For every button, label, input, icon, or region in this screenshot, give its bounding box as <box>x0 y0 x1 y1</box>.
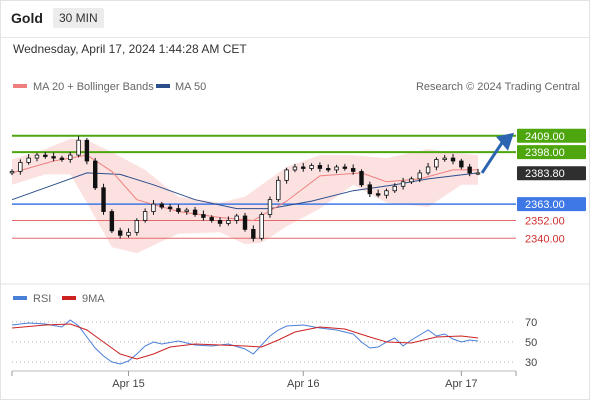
symbol-title: Gold <box>11 10 43 26</box>
level-label-2409.00: 2409.00 <box>525 131 565 143</box>
ma20-legend-label: MA 20 + Bollinger Bands <box>33 81 154 93</box>
x-axis: Apr 15 Apr 16 Apr 17 <box>11 371 517 390</box>
level-tag-2409.00 <box>517 128 586 143</box>
candle-body <box>101 187 106 212</box>
candle-body <box>51 156 56 159</box>
candle-body <box>151 203 156 212</box>
candle-body <box>68 154 73 160</box>
candle-body <box>251 228 256 239</box>
rsi-tick-30: 30 <box>525 357 537 369</box>
candle-body <box>59 157 65 160</box>
candle-body <box>442 157 447 160</box>
candle-body <box>134 220 140 233</box>
ma50-legend-swatch <box>156 84 170 88</box>
candle-body <box>176 208 181 212</box>
ma20-legend-swatch <box>13 84 27 88</box>
candle-body <box>192 209 198 215</box>
candle-body <box>18 162 23 172</box>
candle-body <box>400 181 406 187</box>
level-label-2352.00: 2352.00 <box>525 215 565 227</box>
candle-body <box>425 166 431 174</box>
forecast-arrow-head <box>496 132 514 151</box>
level-tag-2363.00 <box>517 197 586 212</box>
candle-body <box>342 166 348 169</box>
forecast-arrow-shaft <box>480 141 504 174</box>
candle-body <box>467 166 472 174</box>
candle-body <box>359 171 364 186</box>
ma50-legend-label: MA 50 <box>175 81 206 93</box>
candle-body <box>284 169 289 181</box>
x-tick-label: Apr 15 <box>112 378 144 390</box>
candle-body <box>117 230 123 236</box>
level-label-2363.00: 2363.00 <box>525 199 565 211</box>
candle-body <box>142 211 148 221</box>
candle-body <box>84 139 90 162</box>
rsi-legend-swatch <box>13 296 27 300</box>
x-tick-label: Apr 16 <box>287 378 319 390</box>
rsi-panel: 70 50 30 <box>11 317 537 369</box>
x-tick-label: Apr 17 <box>445 378 477 390</box>
candle-body <box>334 166 339 171</box>
candle-body <box>475 172 481 175</box>
level-label-2383.80: 2383.80 <box>525 168 565 180</box>
candle-body <box>242 215 248 230</box>
candle-body <box>309 165 314 169</box>
candle-body <box>109 211 115 232</box>
candle-body <box>34 154 40 159</box>
candle-body <box>375 193 381 196</box>
timeframe-badge[interactable]: 30 MIN <box>53 8 104 28</box>
candle-body <box>326 168 331 171</box>
candle-body <box>43 154 48 157</box>
candle-body <box>201 214 206 218</box>
candle-body <box>459 160 464 168</box>
candle-body <box>26 157 31 163</box>
price-panel: 2409.00 2398.00 2383.80 2363.00 2352.00 2340.… <box>9 128 586 254</box>
candle-body <box>76 139 81 156</box>
candle-body <box>9 171 15 174</box>
ma9-legend-swatch <box>62 296 76 300</box>
level-label-2398.00: 2398.00 <box>525 147 565 159</box>
candle-body <box>234 215 239 221</box>
header-bar: Gold 30 MIN <box>1 1 589 38</box>
candle-body <box>367 184 373 195</box>
level-label-2340.00: 2340.00 <box>525 233 565 245</box>
rsi-legend-label: RSI <box>33 293 51 305</box>
rsi-tick-50: 50 <box>525 337 537 349</box>
level-tag-2398.00 <box>517 145 586 160</box>
candle-body <box>384 190 389 196</box>
candle-body <box>226 220 231 224</box>
candle-body <box>450 157 456 162</box>
candle-body <box>409 178 414 183</box>
candle-body <box>184 209 189 212</box>
level-tag-2383.80 <box>517 166 586 181</box>
candle-body <box>217 220 223 224</box>
timestamp: Wednesday, April 17, 2024 1:44:28 AM CET <box>13 42 247 56</box>
rsi-ma9-line <box>11 323 479 360</box>
candle-body <box>126 231 131 236</box>
candle-body <box>292 166 298 171</box>
candle-body <box>159 203 164 208</box>
copyright-text: Research © 2024 Trading Central <box>416 81 580 93</box>
candle-body <box>267 199 273 215</box>
rsi-line <box>11 319 479 365</box>
candle-body <box>301 166 306 169</box>
candle-body <box>259 214 264 239</box>
candle-body <box>350 168 356 172</box>
bollinger-band <box>12 138 478 254</box>
candle-body <box>209 217 214 221</box>
candle-body <box>167 206 173 209</box>
candle-body <box>276 179 281 201</box>
candle-body <box>417 172 422 180</box>
candle-body <box>93 160 98 189</box>
candle-body <box>317 165 323 169</box>
rsi-tick-70: 70 <box>525 317 537 329</box>
candle-body <box>392 185 397 192</box>
candle-body <box>434 159 439 168</box>
ma9-legend-label: 9MA <box>82 293 105 305</box>
